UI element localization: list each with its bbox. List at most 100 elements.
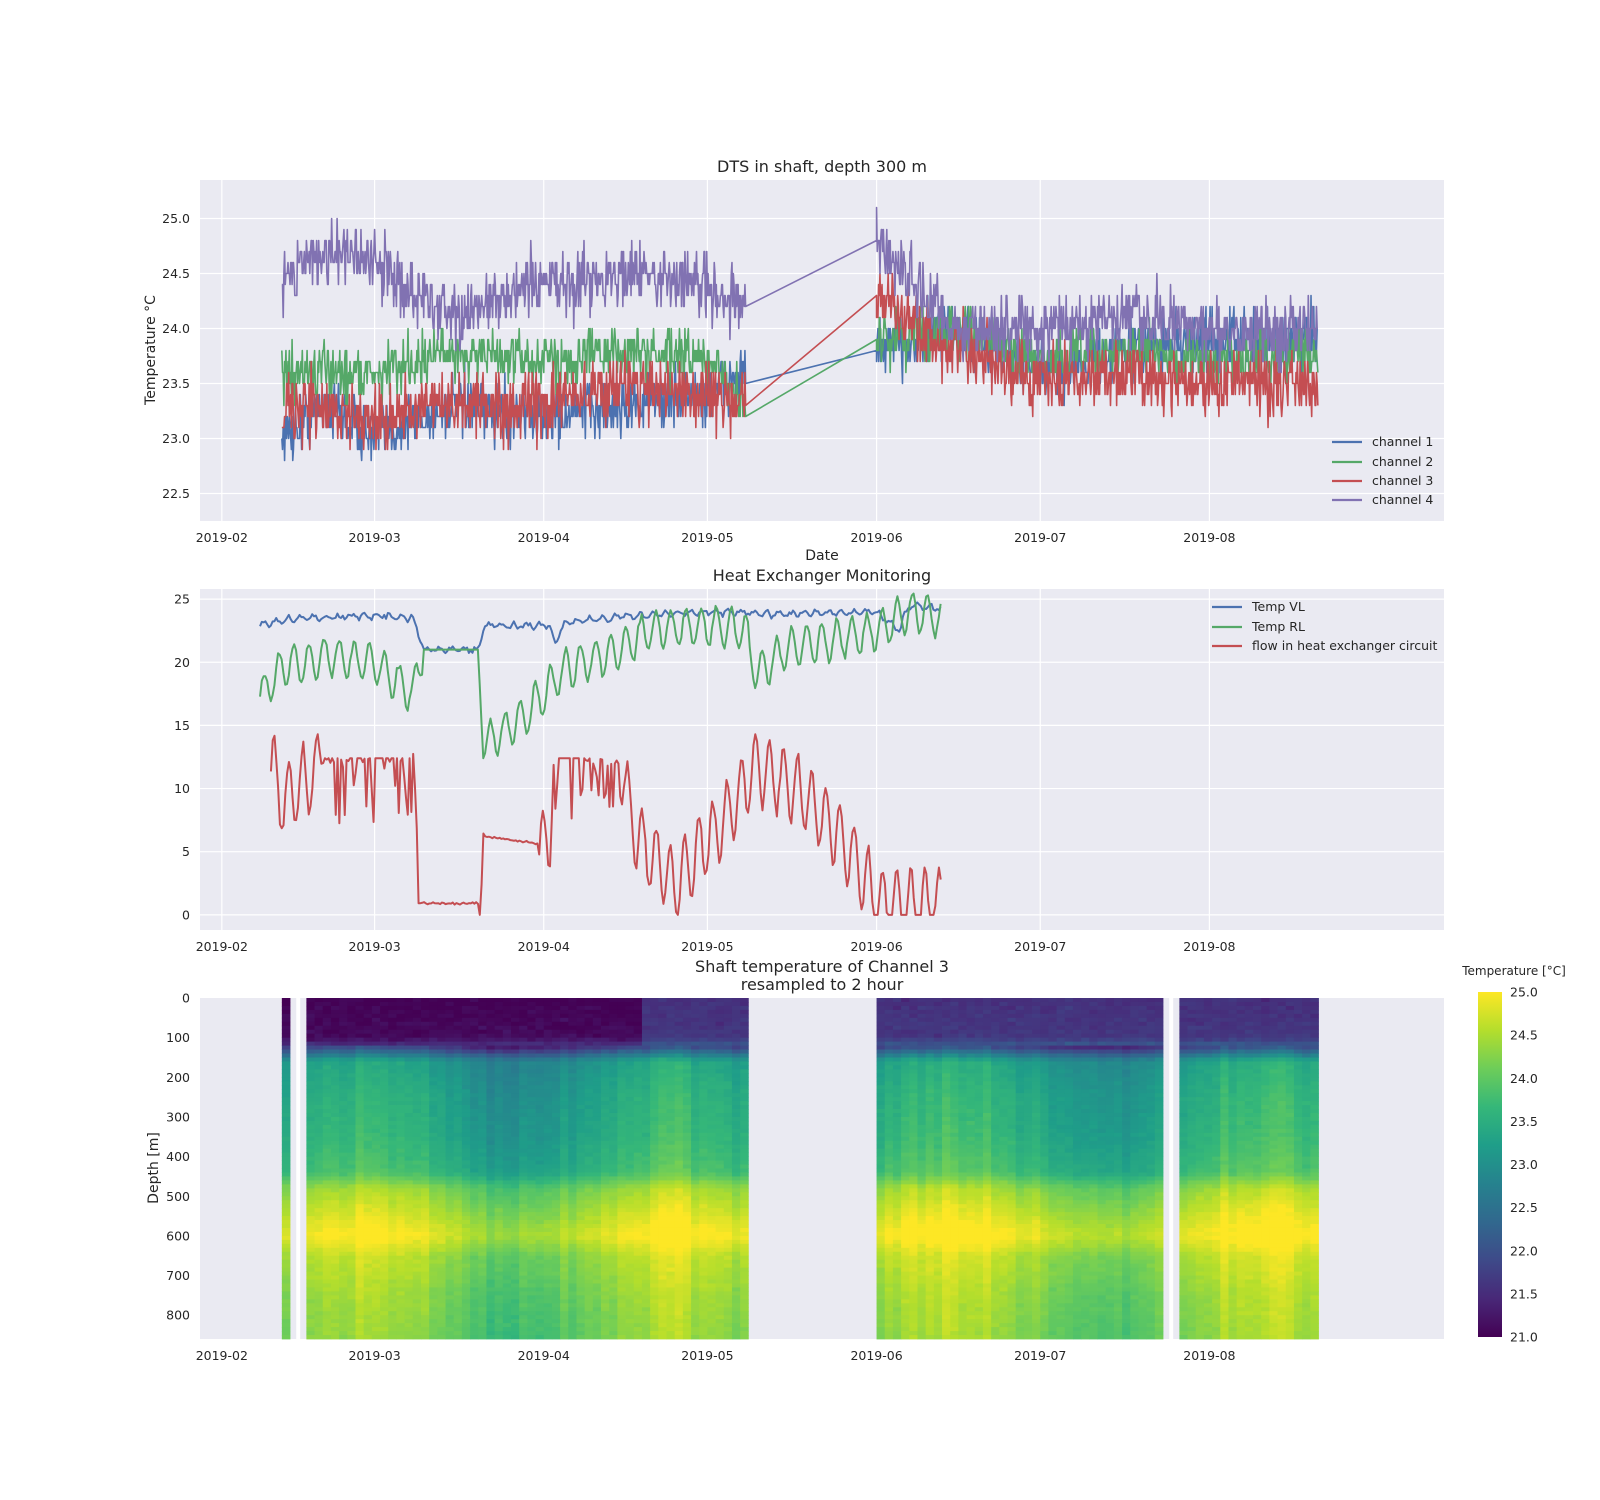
heatmap-cell (420, 1116, 430, 1122)
heatmap-cell (666, 1251, 676, 1257)
heatmap-cell (682, 1041, 692, 1046)
heatmap-cell (892, 1005, 902, 1011)
heatmap-cell (625, 1231, 635, 1237)
heatmap-cell (412, 1267, 422, 1272)
heatmap-cell (486, 1045, 496, 1050)
heatmap-cell (470, 1291, 479, 1296)
heatmap-cell (876, 1212, 886, 1217)
heatmap-cell (617, 1216, 626, 1221)
heatmap-cell (535, 1192, 545, 1197)
heatmap-cell (486, 1331, 496, 1336)
heatmap-cell (306, 1025, 315, 1031)
heatmap-cell (511, 1251, 520, 1257)
heatmap-cell (380, 1220, 389, 1225)
heatmap-cell (380, 1037, 389, 1043)
heatmap-cell (396, 1251, 405, 1257)
heatmap-cell (388, 1208, 397, 1213)
heatmap-cell (892, 1037, 902, 1043)
heatmap-cell (876, 1089, 886, 1094)
heatmap-cell (740, 1220, 749, 1225)
heatmap-cell (568, 1204, 577, 1209)
heatmap-cell (876, 1093, 886, 1098)
heatmap-cell (641, 1283, 651, 1288)
heatmap-cell (876, 1097, 886, 1102)
heatmap-cell (740, 1208, 749, 1213)
heatmap-cell (519, 1247, 528, 1253)
heatmap-cell (674, 1017, 684, 1023)
heatmap-cell (609, 1061, 618, 1066)
heatmap-cell (617, 1220, 626, 1225)
heatmap-cell (453, 1009, 463, 1015)
heatmap-cell (543, 1315, 553, 1320)
heatmap-cell (584, 1176, 594, 1181)
heatmap-cell (584, 1275, 594, 1280)
heatmap-cell (330, 1089, 340, 1094)
heatmap-cell (674, 1319, 684, 1324)
heatmap-cell (650, 1109, 659, 1114)
heatmap-cell (699, 1061, 708, 1066)
heatmap-cell (576, 1335, 586, 1340)
heatmap-cell (674, 1279, 684, 1284)
heatmap-cell (568, 1227, 577, 1233)
heatmap-cell (355, 1176, 365, 1181)
heatmap-cell (511, 1057, 520, 1062)
heatmap-cell (347, 1073, 356, 1078)
heatmap-cell (453, 1212, 463, 1217)
heatmap-cell (429, 1093, 438, 1098)
heatmap-cell (478, 1180, 487, 1185)
heatmap-cell (641, 1132, 651, 1138)
heatmap-cell (388, 1073, 397, 1078)
heatmap-cell (551, 998, 561, 1003)
heatmap-cell (511, 1303, 520, 1308)
heatmap-cell (420, 1025, 430, 1031)
heatmap-cell (551, 1124, 561, 1130)
heatmap-cell (404, 1279, 414, 1284)
heatmap-cell (707, 1327, 716, 1332)
heatmap-cell (396, 1120, 405, 1126)
heatmap-cell (723, 1017, 733, 1023)
heatmap-cell (568, 1045, 577, 1050)
heatmap-cell (388, 1124, 397, 1130)
heatmap-cell (470, 1109, 479, 1114)
heatmap-cell (339, 1243, 348, 1249)
heatmap-cell (347, 1172, 356, 1177)
heatmap-cell (445, 1227, 455, 1233)
heatmap-cell (314, 1188, 324, 1193)
heatmap-cell (511, 1041, 520, 1046)
heatmap-cell (355, 1275, 365, 1280)
heatmap-cell (461, 1105, 471, 1110)
heatmap-cell (641, 1021, 651, 1027)
heatmap-cell (322, 1152, 332, 1158)
heatmap-cell (502, 1049, 512, 1054)
heatmap-cell (363, 1029, 373, 1035)
heatmap-cell (478, 1061, 487, 1066)
heatmap-cell (461, 1057, 471, 1062)
heatmap-cell (445, 1319, 455, 1324)
heatmap-cell (592, 1065, 602, 1070)
heatmap-cell (560, 1212, 569, 1217)
heatmap-cell (609, 1089, 618, 1094)
heatmap-cell (322, 1148, 332, 1154)
heatmap-cell (404, 1220, 414, 1225)
heatmap-cell (551, 1017, 561, 1023)
heatmap-cell (502, 1116, 512, 1122)
heatmap-cell (511, 1204, 520, 1209)
heatmap-cell (486, 1061, 496, 1066)
heatmap-cell (347, 1319, 356, 1324)
heatmap-cell (519, 1136, 528, 1142)
heatmap-cell (478, 1327, 487, 1332)
heatmap-cell (731, 1156, 741, 1161)
heatmap-cell (658, 1259, 667, 1265)
heatmap-cell (658, 1267, 667, 1272)
heatmap-cell (445, 1231, 455, 1237)
heatmap-cell (691, 1120, 700, 1126)
heatmap-cell (461, 1311, 471, 1316)
heatmap-cell (429, 1204, 438, 1209)
heatmap-cell (740, 1224, 749, 1229)
heatmap-cell (892, 998, 902, 1003)
heatmap-cell (502, 1295, 512, 1300)
heatmap-cell (625, 1220, 635, 1225)
heatmap-cell (412, 1180, 422, 1185)
heatmap-cell (617, 1089, 626, 1094)
heatmap-cell (486, 1188, 496, 1193)
